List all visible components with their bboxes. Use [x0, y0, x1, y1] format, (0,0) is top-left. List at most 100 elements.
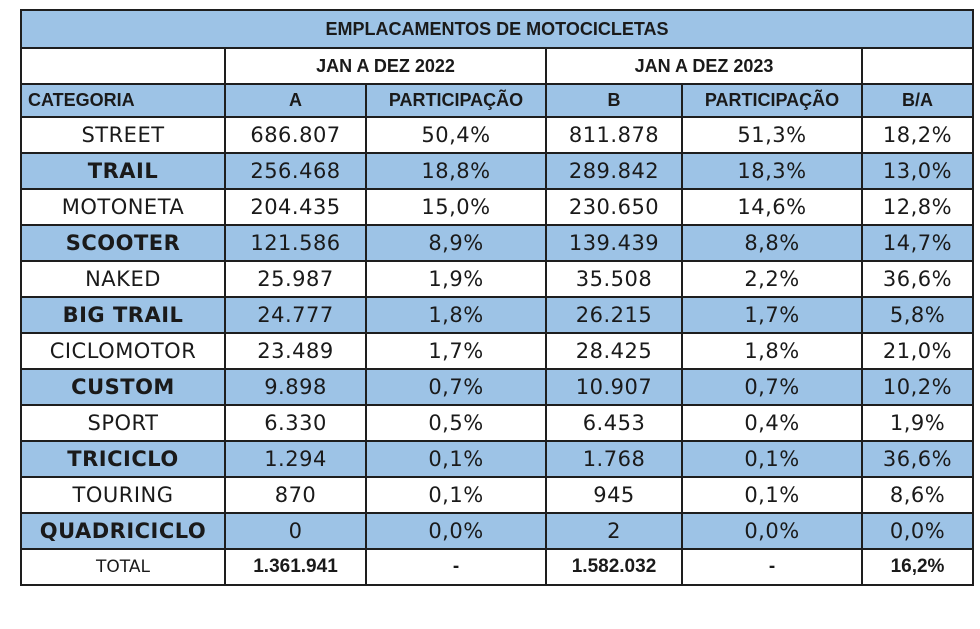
- cell-b-over-a: 13,0%: [860, 152, 975, 190]
- cell-a: 870: [224, 476, 367, 514]
- cell-a: 121.586: [224, 224, 367, 262]
- table-row: CICLOMOTOR 23.489 1,7% 28.425 1,8% 21,0%: [20, 332, 975, 370]
- cell-a: 1.294: [224, 440, 367, 478]
- cell-participacao-a: 0,0%: [365, 512, 547, 550]
- cell-participacao-a: 0,1%: [365, 440, 547, 478]
- cell-b-over-a: 0,0%: [860, 512, 975, 550]
- cell-categoria: NAKED: [20, 260, 226, 298]
- cell-a: 0: [224, 512, 367, 550]
- cell-participacao-a: 1,9%: [365, 260, 547, 298]
- cell-b: 26.215: [545, 296, 683, 334]
- title-row: EMPLACAMENTOS DE MOTOCICLETAS: [19, 9, 975, 49]
- table-row: STREET 686.807 50,4% 811.878 51,3% 18,2%: [20, 116, 975, 154]
- header-b: B: [545, 83, 683, 118]
- cell-categoria: BIG TRAIL: [20, 296, 226, 334]
- table-row: NAKED 25.987 1,9% 35.508 2,2% 36,6%: [20, 260, 975, 298]
- cell-b: 35.508: [545, 260, 683, 298]
- cell-participacao-a: 18,8%: [365, 152, 547, 190]
- cell-categoria: TOURING: [20, 476, 226, 514]
- cell-b-over-a: 10,2%: [860, 368, 975, 406]
- cell-a: 686.807: [224, 116, 367, 154]
- cell-a: 6.330: [224, 404, 367, 442]
- cell-categoria: TRAIL: [20, 152, 226, 190]
- table-title: EMPLACAMENTOS DE MOTOCICLETAS: [19, 9, 975, 49]
- period-spacer-left: [20, 47, 226, 85]
- cell-participacao-a: 8,9%: [365, 224, 547, 262]
- cell-categoria: MOTONETA: [20, 188, 226, 226]
- cell-categoria: STREET: [20, 116, 226, 154]
- cell-b: 945: [545, 476, 683, 514]
- cell-a: 25.987: [224, 260, 367, 298]
- cell-categoria: SPORT: [20, 404, 226, 442]
- period-spacer-right: [860, 47, 975, 85]
- table-row: TRICICLO 1.294 0,1% 1.768 0,1% 36,6%: [20, 440, 975, 478]
- table-row: SPORT 6.330 0,5% 6.453 0,4% 1,9%: [20, 404, 975, 442]
- cell-categoria: SCOOTER: [20, 224, 226, 262]
- cell-participacao-a: 1,7%: [365, 332, 547, 370]
- cell-b-over-a: 5,8%: [860, 296, 975, 334]
- cell-categoria: CICLOMOTOR: [20, 332, 226, 370]
- table-row: TOURING 870 0,1% 945 0,1% 8,6%: [20, 476, 975, 514]
- cell-b: 139.439: [545, 224, 683, 262]
- table-body: EMPLACAMENTOS DE MOTOCICLETAS JAN A DEZ …: [19, 9, 975, 586]
- cell-b-over-a: 8,6%: [860, 476, 975, 514]
- cell-b: 10.907: [545, 368, 683, 406]
- cell-participacao-b: 1,7%: [681, 296, 863, 334]
- cell-a: 9.898: [224, 368, 367, 406]
- cell-participacao-b: 2,2%: [681, 260, 863, 298]
- cell-participacao-b: 0,1%: [681, 440, 863, 478]
- motorcycle-registrations-table: EMPLACAMENTOS DE MOTOCICLETAS JAN A DEZ …: [19, 9, 975, 586]
- cell-participacao-b: 8,8%: [681, 224, 863, 262]
- cell-participacao-a: 1,8%: [365, 296, 547, 334]
- cell-a: 24.777: [224, 296, 367, 334]
- total-cell-b: 1.582.032: [545, 548, 683, 586]
- cell-a: 204.435: [224, 188, 367, 226]
- cell-categoria: TRICICLO: [20, 440, 226, 478]
- total-cell-b-over-a: 16,2%: [860, 548, 975, 586]
- table-row: SCOOTER 121.586 8,9% 139.439 8,8% 14,7%: [20, 224, 975, 262]
- table-row: MOTONETA 204.435 15,0% 230.650 14,6% 12,8%: [20, 188, 975, 226]
- cell-participacao-b: 1,8%: [681, 332, 863, 370]
- cell-b-over-a: 1,9%: [860, 404, 975, 442]
- total-cell-a: 1.361.941: [224, 548, 367, 586]
- cell-b-over-a: 14,7%: [860, 224, 975, 262]
- total-cell-categoria: TOTAL: [20, 548, 226, 586]
- header-a: A: [224, 83, 367, 118]
- cell-participacao-b: 0,4%: [681, 404, 863, 442]
- cell-b: 1.768: [545, 440, 683, 478]
- cell-b: 230.650: [545, 188, 683, 226]
- cell-b: 289.842: [545, 152, 683, 190]
- table-row: QUADRICICLO 0 0,0% 2 0,0% 0,0%: [20, 512, 975, 550]
- header-participacao-a: PARTICIPAÇÃO: [365, 83, 547, 118]
- table-container: EMPLACAMENTOS DE MOTOCICLETAS JAN A DEZ …: [19, 9, 975, 586]
- cell-participacao-a: 15,0%: [365, 188, 547, 226]
- table-row: BIG TRAIL 24.777 1,8% 26.215 1,7% 5,8%: [20, 296, 975, 334]
- cell-participacao-b: 0,7%: [681, 368, 863, 406]
- header-row: CATEGORIA A PARTICIPAÇÃO B PARTICIPAÇÃO …: [20, 83, 975, 118]
- total-row: TOTAL 1.361.941-1.582.032-16,2%: [20, 548, 975, 586]
- cell-b-over-a: 36,6%: [860, 440, 975, 478]
- cell-participacao-b: 0,0%: [681, 512, 863, 550]
- period-2023: JAN A DEZ 2023: [545, 47, 863, 85]
- header-b-over-a: B/A: [860, 83, 975, 118]
- cell-b-over-a: 12,8%: [860, 188, 975, 226]
- header-categoria: CATEGORIA: [20, 83, 226, 118]
- cell-b-over-a: 21,0%: [860, 332, 975, 370]
- cell-categoria: CUSTOM: [20, 368, 226, 406]
- cell-participacao-a: 0,1%: [365, 476, 547, 514]
- cell-categoria: QUADRICICLO: [20, 512, 226, 550]
- table-row: CUSTOM 9.898 0,7% 10.907 0,7% 10,2%: [20, 368, 975, 406]
- cell-b: 28.425: [545, 332, 683, 370]
- cell-participacao-b: 18,3%: [681, 152, 863, 190]
- cell-participacao-a: 0,7%: [365, 368, 547, 406]
- table-row: TRAIL 256.468 18,8% 289.842 18,3% 13,0%: [20, 152, 975, 190]
- period-row: JAN A DEZ 2022 JAN A DEZ 2023: [20, 47, 975, 85]
- cell-b: 6.453: [545, 404, 683, 442]
- cell-b-over-a: 18,2%: [860, 116, 975, 154]
- total-cell-participacao-b: -: [681, 548, 863, 586]
- cell-participacao-b: 0,1%: [681, 476, 863, 514]
- cell-b: 811.878: [545, 116, 683, 154]
- cell-b: 2: [545, 512, 683, 550]
- period-2022: JAN A DEZ 2022: [224, 47, 547, 85]
- cell-a: 256.468: [224, 152, 367, 190]
